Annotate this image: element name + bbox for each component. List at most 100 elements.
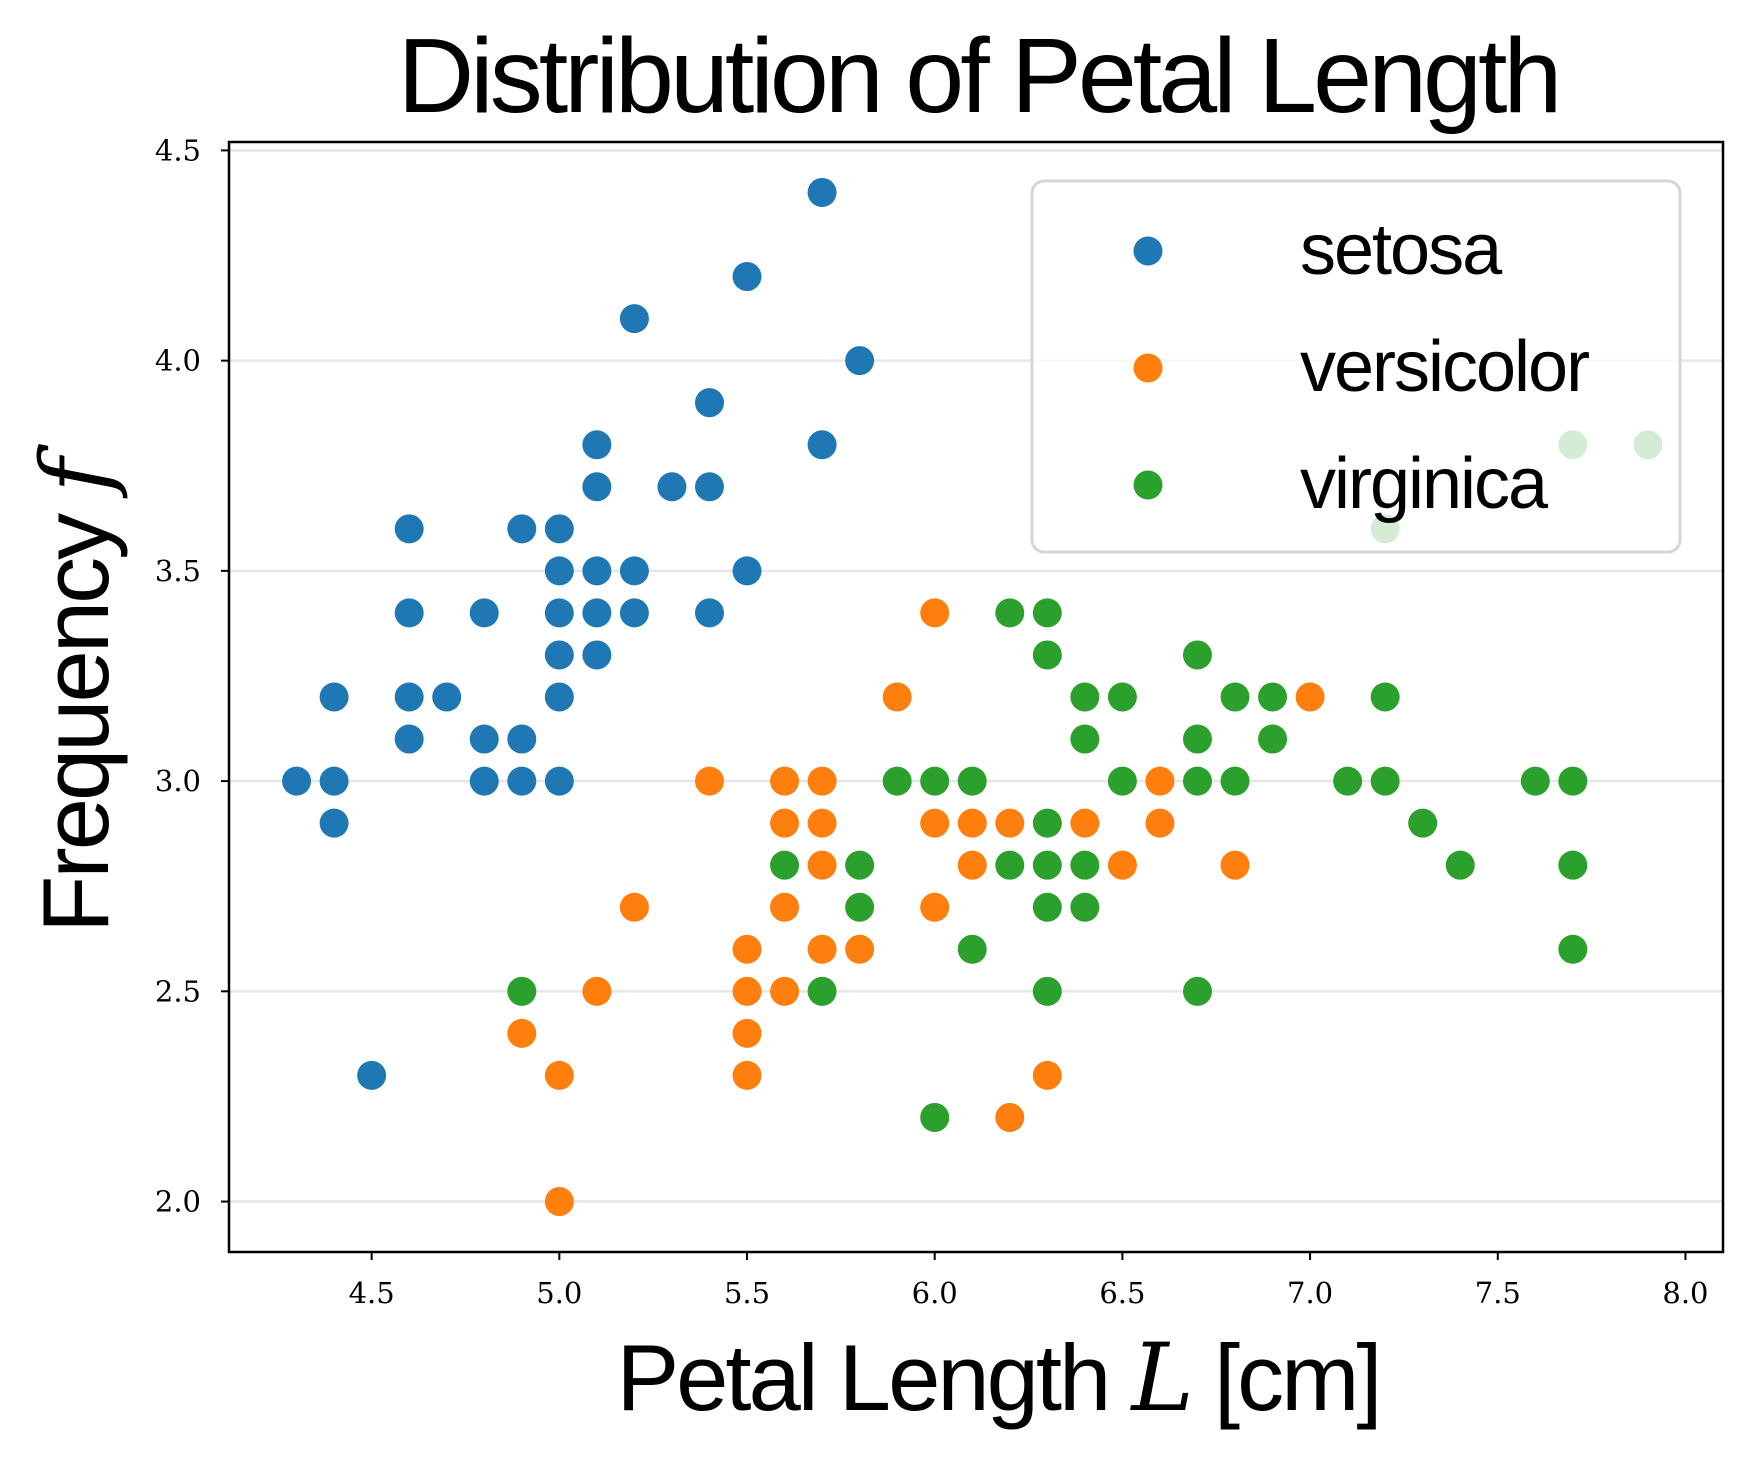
setosa-point <box>507 766 537 796</box>
virginica-point <box>1032 892 1062 922</box>
y-tick-label: 3.0 <box>155 764 201 798</box>
setosa-point <box>319 766 349 796</box>
versicolor-point <box>770 766 800 796</box>
x-tick-label: 4.5 <box>349 1276 395 1310</box>
legend-entry-virginica: virginica <box>1133 444 1551 524</box>
versicolor-point <box>507 1018 537 1048</box>
versicolor-point <box>807 766 837 796</box>
x-axis-label-symbol: L <box>1129 1324 1190 1433</box>
versicolor-point <box>920 892 950 922</box>
setosa-point <box>694 472 724 502</box>
y-axis-label-text: Frequency <box>23 513 128 933</box>
legend-entry-versicolor: versicolor <box>1133 327 1591 407</box>
legend-label: versicolor <box>1300 327 1589 407</box>
setosa-point <box>657 472 687 502</box>
virginica-point <box>1182 640 1212 670</box>
setosa-point <box>619 556 649 586</box>
setosa-point <box>732 262 762 292</box>
setosa-point <box>394 598 424 628</box>
setosa-point <box>544 556 574 586</box>
y-tick-label: 3.5 <box>155 554 201 588</box>
setosa-point <box>507 514 537 544</box>
virginica-point <box>882 766 912 796</box>
versicolor-point <box>807 850 837 880</box>
setosa-point <box>544 682 574 712</box>
virginica-point <box>1370 766 1400 796</box>
setosa-point <box>582 598 612 628</box>
virginica-point <box>1032 808 1062 838</box>
legend-marker <box>1133 236 1163 266</box>
setosa-point <box>807 430 837 460</box>
virginica-point <box>1182 976 1212 1006</box>
setosa-point <box>619 598 649 628</box>
x-axis-label: Petal Length L [cm] <box>616 1324 1379 1433</box>
setosa-point <box>807 177 837 207</box>
versicolor-point <box>770 892 800 922</box>
versicolor-point <box>732 976 762 1006</box>
x-tick-label: 7.0 <box>1287 1276 1333 1310</box>
versicolor-point <box>882 682 912 712</box>
virginica-point <box>1258 682 1288 712</box>
versicolor-point <box>582 976 612 1006</box>
versicolor-point <box>732 934 762 964</box>
legend-marker <box>1133 470 1163 500</box>
setosa-point <box>732 556 762 586</box>
virginica-point <box>1107 766 1137 796</box>
virginica-point <box>845 892 875 922</box>
versicolor-point <box>544 1187 574 1217</box>
setosa-point <box>619 304 649 334</box>
y-tick-label: 4.0 <box>155 344 201 378</box>
setosa-point <box>319 808 349 838</box>
virginica-point <box>770 850 800 880</box>
versicolor-point <box>544 1060 574 1090</box>
series-versicolor <box>507 598 1325 1217</box>
versicolor-point <box>732 1018 762 1048</box>
setosa-point <box>469 766 499 796</box>
versicolor-point <box>995 1102 1025 1132</box>
setosa-point <box>582 640 612 670</box>
setosa-point <box>544 514 574 544</box>
versicolor-point <box>1295 682 1325 712</box>
y-tick-label: 2.0 <box>155 1185 201 1219</box>
virginica-point <box>1558 934 1588 964</box>
x-tick-label: 7.5 <box>1475 1276 1521 1310</box>
setosa-point <box>282 766 312 796</box>
virginica-point <box>1333 766 1363 796</box>
virginica-point <box>995 598 1025 628</box>
x-tick-label: 6.0 <box>912 1276 958 1310</box>
virginica-point <box>1445 850 1475 880</box>
virginica-point <box>1220 682 1250 712</box>
virginica-point <box>1182 766 1212 796</box>
setosa-point <box>694 388 724 418</box>
virginica-point <box>1558 766 1588 796</box>
y-axis-label: Frequency f <box>22 444 131 933</box>
x-axis-label-text: Petal Length <box>616 1325 1108 1430</box>
versicolor-point <box>845 934 875 964</box>
legend-box <box>1030 179 1682 554</box>
setosa-point <box>357 1060 387 1090</box>
x-axis-ticks: 4.5 5.0 5.5 6.0 6.5 7.0 7.5 8.0 <box>349 1252 1709 1310</box>
versicolor-point <box>920 598 950 628</box>
x-axis-label-unit: [cm] <box>1214 1325 1380 1430</box>
y-tick-label: 4.5 <box>155 133 201 167</box>
setosa-point <box>394 682 424 712</box>
legend-label: setosa <box>1300 210 1503 290</box>
setosa-point <box>845 346 875 376</box>
virginica-point <box>807 976 837 1006</box>
x-tick-label: 5.5 <box>724 1276 770 1310</box>
legend-label: virginica <box>1300 444 1549 524</box>
setosa-point <box>394 514 424 544</box>
virginica-point <box>845 850 875 880</box>
virginica-point <box>1370 682 1400 712</box>
legend: setosa versicolor virginica <box>1030 179 1682 554</box>
versicolor-point <box>1070 808 1100 838</box>
y-axis-ticks: 2.0 2.5 3.0 3.5 4.0 4.5 <box>155 133 229 1219</box>
virginica-point <box>1070 892 1100 922</box>
legend-entry-setosa: setosa <box>1133 210 1505 290</box>
setosa-point <box>544 766 574 796</box>
versicolor-point <box>995 808 1025 838</box>
virginica-point <box>957 766 987 796</box>
chart-title: Distribution of Petal Length <box>398 17 1559 135</box>
virginica-point <box>1107 682 1137 712</box>
